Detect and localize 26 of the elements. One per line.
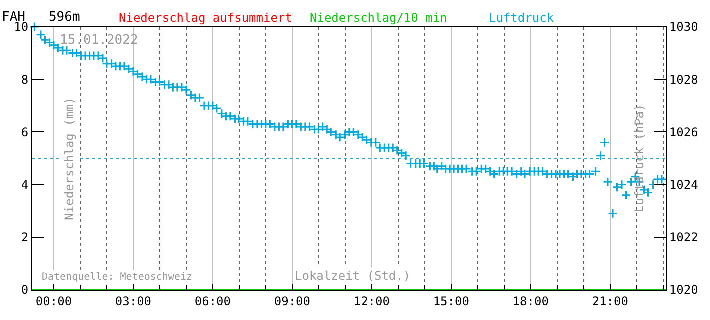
y2-tick-label: 1026 (669, 125, 698, 140)
y-axis-title: Niederschlag (mm) (62, 97, 76, 220)
x-tick-label: 09:00 (274, 294, 311, 308)
x-axis-title: Lokalzeit (Std.) (295, 269, 411, 283)
x-tick-label: 12:00 (354, 294, 390, 308)
y2-tick-label: 1030 (669, 20, 698, 34)
x-tick-label: 06:00 (194, 294, 232, 308)
y-tick-label: 6 (21, 125, 29, 140)
y2-tick-label: 1022 (669, 230, 698, 245)
legend-label: Niederschlag aufsummiert (119, 11, 292, 25)
x-tick-label: 15:00 (433, 294, 470, 308)
x-tick-label: 00:00 (36, 294, 72, 308)
y-tick-label: 8 (21, 72, 29, 87)
x-tick-label: 21:00 (592, 294, 628, 308)
y-tick-label: 0 (21, 283, 29, 298)
y-tick-label: 4 (21, 178, 29, 192)
x-tick-label: 03:00 (115, 294, 152, 308)
y2-tick-label: 1020 (669, 283, 698, 298)
y-tick-label: 2 (21, 230, 29, 245)
y2-tick-label: 1028 (669, 72, 698, 87)
y2-axis-title: Luftdruck (hPa) (632, 104, 647, 213)
text: Luftdruck (489, 11, 555, 25)
y2-tick-label: 1024 (669, 178, 698, 192)
x-tick-label: 18:00 (512, 294, 549, 308)
text: Niederschlag/10 min (310, 11, 448, 25)
annotation: Datenquelle: Meteoschweiz (42, 272, 193, 283)
